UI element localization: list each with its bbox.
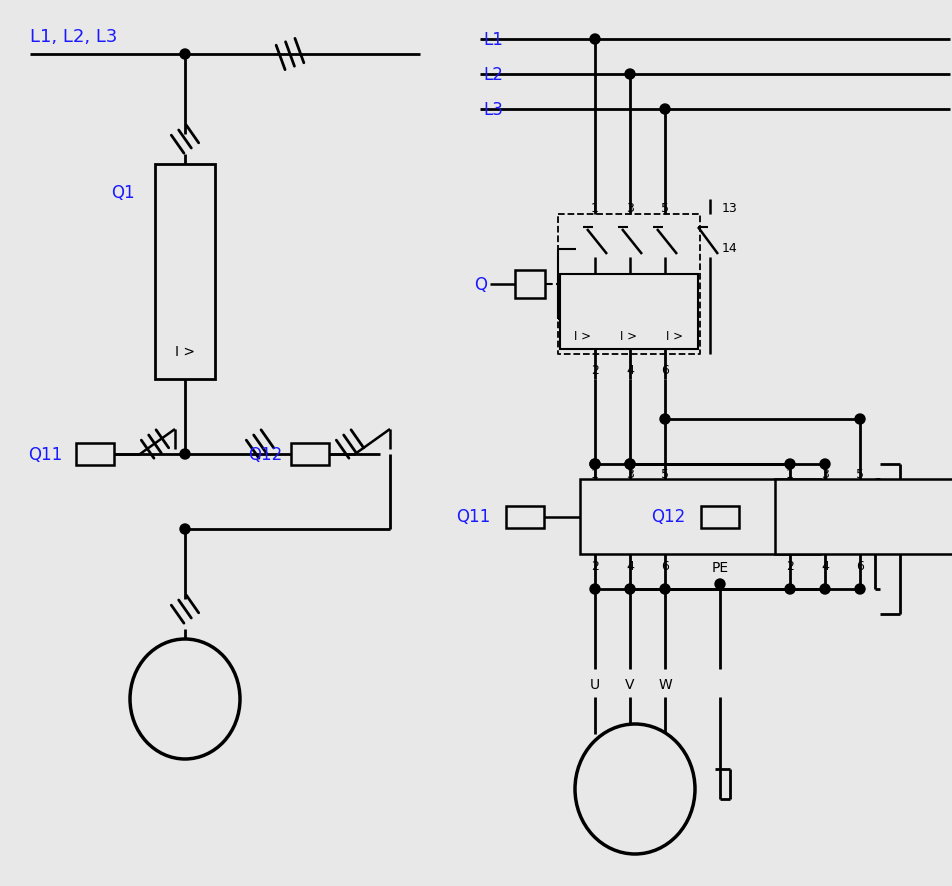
Text: 2: 2 xyxy=(785,560,793,573)
Text: Q11: Q11 xyxy=(28,446,62,463)
Circle shape xyxy=(180,525,189,534)
Bar xyxy=(290,444,328,465)
Bar xyxy=(560,275,697,350)
Bar xyxy=(774,479,952,555)
Circle shape xyxy=(180,449,189,460)
Text: Q12: Q12 xyxy=(248,446,282,463)
Circle shape xyxy=(589,35,600,45)
Text: I >: I > xyxy=(574,329,591,342)
Text: 1: 1 xyxy=(590,468,598,481)
Text: 3 ~: 3 ~ xyxy=(621,799,648,814)
Text: I >: I > xyxy=(620,329,637,342)
Text: I >: I > xyxy=(665,329,683,342)
Text: Q: Q xyxy=(473,276,486,293)
Circle shape xyxy=(589,585,600,595)
Circle shape xyxy=(819,460,829,470)
Bar xyxy=(701,506,738,528)
Text: 5: 5 xyxy=(661,468,668,481)
Text: 4: 4 xyxy=(625,560,633,573)
Ellipse shape xyxy=(129,640,240,759)
Text: 3 ~: 3 ~ xyxy=(171,710,198,725)
Bar xyxy=(506,506,544,528)
Bar xyxy=(580,479,819,555)
Text: U: U xyxy=(589,677,600,691)
Text: L1: L1 xyxy=(483,31,503,49)
Circle shape xyxy=(625,585,634,595)
Circle shape xyxy=(625,70,634,80)
Circle shape xyxy=(854,415,864,424)
Circle shape xyxy=(180,50,189,60)
Ellipse shape xyxy=(574,724,694,854)
Text: Q12: Q12 xyxy=(650,508,684,526)
Circle shape xyxy=(784,585,794,595)
Text: 1: 1 xyxy=(590,201,598,214)
Circle shape xyxy=(714,579,724,589)
Text: 4: 4 xyxy=(625,363,633,376)
Text: 2: 2 xyxy=(590,560,598,573)
Text: 3: 3 xyxy=(625,468,633,481)
Circle shape xyxy=(625,460,634,470)
Circle shape xyxy=(819,585,829,595)
Circle shape xyxy=(589,460,600,470)
Text: L3: L3 xyxy=(483,101,503,119)
Text: L1, L2, L3: L1, L2, L3 xyxy=(30,28,117,46)
Text: 4: 4 xyxy=(821,560,828,573)
Bar xyxy=(76,444,114,465)
Text: 13: 13 xyxy=(722,201,737,214)
Text: Q11: Q11 xyxy=(455,508,489,526)
Circle shape xyxy=(660,415,669,424)
Text: L2: L2 xyxy=(483,66,503,84)
Text: I >: I > xyxy=(175,345,195,359)
Text: 5: 5 xyxy=(661,201,668,214)
Circle shape xyxy=(784,460,794,470)
Text: 5: 5 xyxy=(855,468,863,481)
Text: 3: 3 xyxy=(821,468,828,481)
Circle shape xyxy=(854,585,864,595)
Text: Q1: Q1 xyxy=(111,183,135,202)
Bar xyxy=(514,271,545,299)
Text: 6: 6 xyxy=(661,560,668,573)
Text: M: M xyxy=(626,767,643,787)
Text: 6: 6 xyxy=(855,560,863,573)
Text: 3: 3 xyxy=(625,201,633,214)
Circle shape xyxy=(589,460,600,470)
Bar xyxy=(155,165,215,379)
Circle shape xyxy=(660,105,669,115)
Text: W: W xyxy=(658,677,671,691)
Text: 14: 14 xyxy=(722,241,737,254)
Text: 2: 2 xyxy=(590,363,598,376)
Circle shape xyxy=(660,585,669,595)
Text: 1: 1 xyxy=(785,468,793,481)
Text: PE: PE xyxy=(711,560,727,574)
Text: 6: 6 xyxy=(661,363,668,376)
Text: V: V xyxy=(625,677,634,691)
Text: M: M xyxy=(176,678,193,696)
Circle shape xyxy=(625,460,634,470)
